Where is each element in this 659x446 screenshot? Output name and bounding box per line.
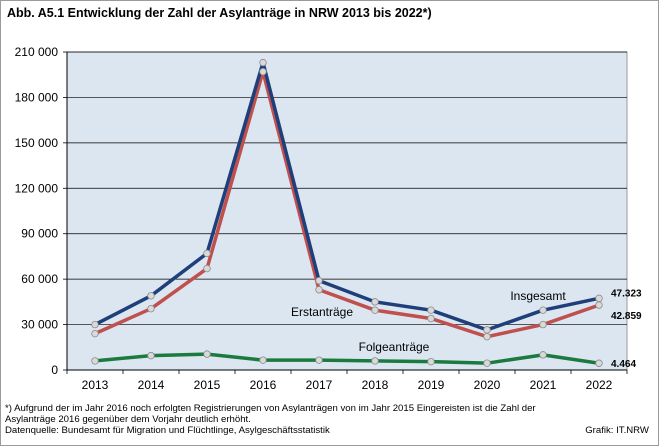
end-value-label: 4.464: [611, 359, 636, 370]
series-line-insgesamt: [94, 60, 600, 332]
data-point: [371, 298, 379, 306]
data-source: Datenquelle: Bundesamt für Migration und…: [5, 425, 330, 436]
data-point: [203, 249, 211, 258]
x-tick-label: 2018: [362, 378, 389, 392]
footnote-line-2: Asylanträge 2016 gegenüber dem Vorjahr d…: [5, 414, 251, 425]
x-tick-label: 2017: [306, 378, 333, 392]
data-point: [203, 350, 211, 358]
data-point: [427, 306, 435, 314]
y-tick-label: 150 000: [15, 136, 59, 150]
series-label: Erstanträge: [291, 305, 353, 319]
x-tick-label: 2014: [138, 378, 165, 392]
data-point: [259, 356, 267, 364]
y-tick-label: 30 000: [21, 318, 58, 332]
x-tick-label: 2021: [530, 378, 557, 392]
x-tick-label: 2013: [82, 378, 109, 392]
data-point: [595, 359, 603, 367]
series-label: Folgeanträge: [359, 340, 430, 354]
data-point: [539, 320, 547, 329]
x-tick-label: 2019: [418, 378, 445, 392]
data-point: [483, 359, 491, 367]
data-point: [371, 306, 379, 314]
graphic-credit: Grafik: IT.NRW: [585, 425, 649, 436]
data-point: [483, 326, 491, 334]
end-value-label: 42.859: [611, 311, 642, 322]
data-point: [91, 357, 99, 365]
series-line-folgeantraege: [94, 352, 600, 365]
chart-title: Abb. A5.1 Entwicklung der Zahl der Asyla…: [7, 6, 432, 20]
y-tick-label: 210 000: [15, 45, 59, 59]
data-point: [595, 301, 603, 309]
series-label: Insgesamt: [510, 289, 566, 303]
data-point: [427, 357, 435, 366]
data-point: [147, 292, 155, 300]
x-tick-label: 2022: [586, 378, 613, 392]
x-tick-label: 2020: [474, 378, 501, 392]
y-tick-label: 120 000: [15, 181, 59, 195]
data-point: [259, 67, 267, 76]
data-point: [539, 351, 547, 359]
footnote-line-1: *) Aufgrund der im Jahr 2016 noch erfolg…: [5, 403, 536, 414]
y-tick-label: 90 000: [21, 227, 58, 241]
y-tick-label: 180 000: [15, 90, 59, 104]
data-point: [371, 357, 379, 365]
data-point: [315, 276, 323, 285]
data-point: [315, 356, 323, 364]
x-tick-label: 2016: [250, 378, 277, 392]
data-point: [91, 329, 99, 338]
data-point: [91, 320, 99, 329]
x-tick-label: 2015: [194, 378, 221, 392]
data-point: [315, 286, 323, 294]
series-line-erstantraege: [94, 69, 600, 339]
data-point: [147, 351, 155, 360]
plot-area: [66, 51, 628, 371]
data-point: [539, 306, 547, 314]
y-tick-label: 60 000: [21, 272, 58, 286]
data-point: [595, 294, 603, 303]
end-value-label: 47.323: [611, 288, 642, 299]
data-point: [259, 58, 267, 67]
data-point: [427, 314, 435, 323]
data-point: [203, 264, 211, 273]
y-tick-label: 0: [51, 363, 58, 377]
data-point: [147, 304, 155, 313]
data-point: [483, 332, 491, 341]
